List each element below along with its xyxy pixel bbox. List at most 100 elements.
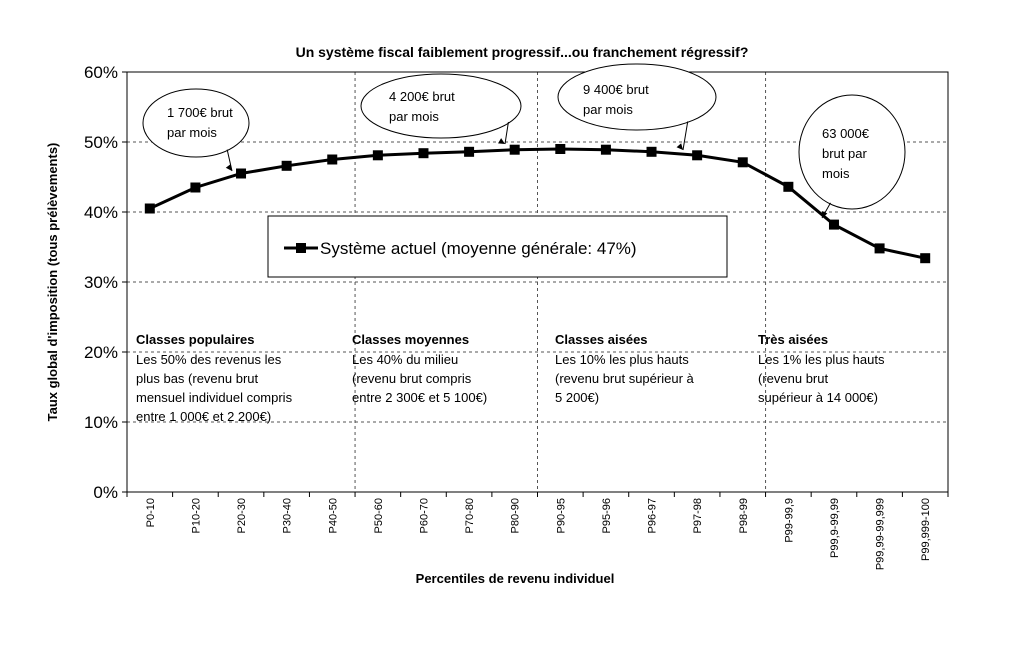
data-point [327, 154, 338, 165]
region-text-line: Les 10% les plus hauts [555, 352, 689, 367]
x-tick-label: P99,999-100 [920, 498, 932, 561]
data-point [646, 146, 657, 157]
bubble-text-line: par mois [167, 125, 217, 140]
x-tick-label: P10-20 [190, 498, 202, 533]
y-tick-label: 40% [84, 203, 118, 222]
bubble-shape [798, 94, 906, 210]
bubble-text-line: 9 400€ brut [583, 82, 649, 97]
x-tick-label: P0-10 [145, 498, 157, 527]
y-tick-label: 50% [84, 133, 118, 152]
bubble-arrowhead [821, 211, 828, 218]
region-text-line: 5 200€) [555, 390, 599, 405]
x-axis-label: Percentiles de revenu individuel [416, 571, 615, 586]
x-tick-label: P98-99 [738, 498, 750, 533]
bubble-text-line: 63 000€ [822, 126, 870, 141]
bubble-pointer [682, 121, 689, 151]
y-axis-label: Taux global d'imposition (tous prélèveme… [45, 143, 60, 422]
data-point [418, 148, 429, 159]
bubble-text-line: mois [822, 166, 850, 181]
annotation-bubble: 63 000€ brut par mois [798, 94, 906, 219]
series-line [149, 147, 926, 260]
bubble-text-line: 4 200€ brut [389, 89, 455, 104]
data-point [190, 182, 201, 193]
bubble-shape [557, 63, 717, 131]
region-text-line: (revenu brut [758, 371, 828, 386]
y-tick-labels: 0% 10% 20% 30% 40% 50% 60% [84, 63, 118, 502]
region-text-line: plus bas (revenu brut [136, 371, 259, 386]
region-text-line: (revenu brut supérieur à [555, 371, 695, 386]
bubble-text-line: brut par [822, 146, 867, 161]
data-point [281, 160, 292, 171]
legend: Système actuel (moyenne générale: 47%) [267, 215, 728, 278]
annotation-bubble: 4 200€ brut par mois [360, 73, 522, 145]
x-tick-label: P30-40 [282, 498, 294, 533]
bubble-arrowhead [498, 138, 505, 144]
y-tick-label: 30% [84, 273, 118, 292]
x-tick-label: P95-96 [601, 498, 613, 533]
x-tick-label: P99,9-99,99 [829, 498, 841, 558]
y-tick-label: 60% [84, 63, 118, 82]
bubble-text-line: par mois [583, 102, 633, 117]
bubble-shape [360, 73, 522, 139]
chart-title: Un système fiscal faiblement progressif.… [296, 44, 749, 60]
x-tick-label: P90-95 [555, 498, 567, 533]
data-point [737, 157, 748, 168]
region-labels: Classes populaires Les 50% des revenus le… [136, 332, 885, 424]
x-tick-label: P97-98 [692, 498, 704, 533]
bubble-arrowhead [676, 143, 683, 150]
data-point [920, 253, 931, 264]
x-tick-label: P99,99-99,999 [875, 498, 887, 570]
legend-label: Système actuel (moyenne générale: 47%) [320, 239, 637, 258]
region-text-line: mensuel individuel compris [136, 390, 293, 405]
y-tick-label: 0% [93, 483, 118, 502]
region-title: Classes moyennes [352, 332, 469, 347]
region-label: Classes populaires Les 50% des revenus le… [136, 332, 293, 424]
x-tick-label: P80-90 [510, 498, 522, 533]
legend-box [267, 215, 728, 278]
bubble-pointer [504, 121, 509, 145]
region-title: Classes aisées [555, 332, 648, 347]
x-tick-label: P20-30 [236, 498, 248, 533]
bubble-shape [142, 88, 250, 158]
data-point [874, 243, 885, 254]
data-point [692, 150, 703, 161]
region-title: Classes populaires [136, 332, 255, 347]
data-point [144, 203, 155, 214]
region-text-line: Les 1% les plus hauts [758, 352, 885, 367]
data-point [236, 168, 247, 179]
x-tick-label: P99-99,9 [783, 498, 795, 543]
region-title: Très aisées [758, 332, 828, 347]
x-tick-label: P50-60 [373, 498, 385, 533]
region-label: Classes aisées Les 10% les plus hauts (rev… [555, 332, 695, 405]
region-text-line: entre 1 000€ et 2 200€) [136, 409, 271, 424]
region-text-line: Les 50% des revenus les [136, 352, 282, 367]
series-layer [144, 144, 931, 264]
data-point [372, 150, 383, 161]
data-point [509, 144, 520, 155]
y-tick-label: 20% [84, 343, 118, 362]
data-point [783, 181, 794, 192]
region-text-line: (revenu brut compris [352, 371, 472, 386]
annotation-bubble: 1 700€ brut par mois [142, 88, 250, 172]
data-point [464, 146, 475, 157]
region-text-line: Les 40% du milieu [352, 352, 458, 367]
x-tick-label: P40-50 [327, 498, 339, 533]
bubble-text-line: par mois [389, 109, 439, 124]
region-label: Très aisées Les 1% les plus hauts (revenu … [758, 332, 885, 405]
x-tick-label: P60-70 [418, 498, 430, 533]
data-point [555, 144, 566, 154]
x-tick-label: P96-97 [647, 498, 659, 533]
legend-marker [296, 243, 306, 253]
y-tick-label: 10% [84, 413, 118, 432]
region-text-line: entre 2 300€ et 5 100€) [352, 390, 487, 405]
x-tick-label: P70-80 [464, 498, 476, 533]
region-label: Classes moyennes Les 40% du milieu (revenu… [352, 332, 487, 405]
bubble-text-line: 1 700€ brut [167, 105, 233, 120]
annotation-bubble: 9 400€ brut par mois [557, 63, 717, 151]
x-tick-labels: P0-10 P10-20 P20-30 P30-40 P40-50 P50-60 P60-7… [145, 498, 932, 570]
axes [122, 71, 949, 497]
region-text-line: supérieur à 14 000€) [758, 390, 878, 405]
